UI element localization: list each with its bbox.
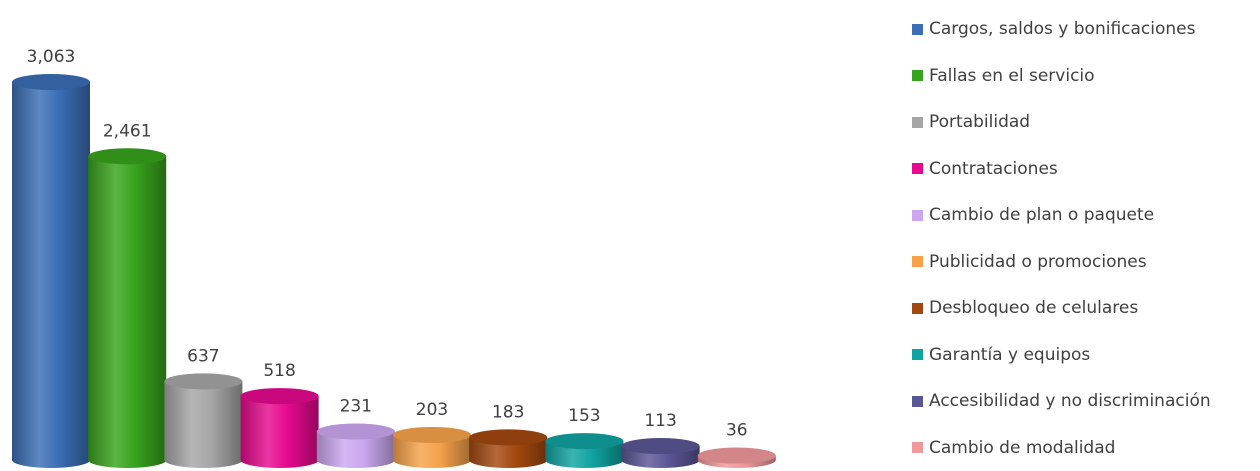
legend-item: Garantía y equipos <box>912 332 1211 379</box>
bar-10: 36 <box>697 421 776 468</box>
legend-label: Portabilidad <box>929 112 1031 133</box>
bar-body <box>469 437 548 468</box>
legend-swatch <box>912 116 923 128</box>
bar-9: 113 <box>621 411 700 468</box>
data-label: 2,461 <box>103 121 152 141</box>
legend-item: Accesibilidad y no discriminación <box>912 378 1211 425</box>
bar-top-cap <box>88 148 167 165</box>
cylinder-bar-chart: 3,063 2,461 637 518 231 203 183 153 113 36 <box>12 47 776 468</box>
legend-swatch <box>912 442 923 454</box>
bar-top-cap <box>164 373 243 390</box>
data-label: 203 <box>416 400 448 420</box>
legend-item: Cargos, saldos y bonificaciones <box>912 6 1211 53</box>
legend-label: Desbloqueo de celulares <box>929 298 1139 319</box>
bar-body <box>316 431 395 468</box>
data-label: 113 <box>644 411 676 431</box>
legend-swatch <box>912 23 923 35</box>
legend-swatch <box>912 163 923 175</box>
legend-item: Desbloqueo de celulares <box>912 285 1211 332</box>
legend-item: Cambio de modalidad <box>912 425 1211 471</box>
legend-swatch <box>912 70 923 82</box>
bar-body <box>88 156 167 468</box>
legend-swatch <box>912 302 923 314</box>
bar-top-cap <box>469 429 548 446</box>
data-label: 183 <box>492 402 524 422</box>
data-label: 36 <box>726 421 748 441</box>
legend-label: Publicidad o promociones <box>929 251 1147 272</box>
bar-5: 231 <box>316 396 395 468</box>
bar-6: 203 <box>393 400 471 468</box>
data-label: 231 <box>340 396 372 416</box>
legend-label: Garantía y equipos <box>929 344 1091 365</box>
bar-top-cap <box>12 74 90 90</box>
legend-label: Contrataciones <box>929 158 1058 179</box>
data-label: 637 <box>187 346 219 366</box>
bar-body <box>240 396 319 468</box>
legend-swatch <box>912 256 923 268</box>
bar-4: 518 <box>240 361 319 468</box>
bar-top-cap <box>393 426 471 443</box>
data-label: 153 <box>568 406 600 426</box>
legend-item: Cambio de plan o paquete <box>912 192 1211 239</box>
bar-top-cap <box>545 433 624 450</box>
bar-7: 183 <box>469 402 548 468</box>
bar-top-cap <box>621 438 700 455</box>
legend-item: Portabilidad <box>912 99 1211 146</box>
bar-8: 153 <box>545 406 624 468</box>
bar-top-cap <box>240 388 319 405</box>
legend-label: Cambio de modalidad <box>929 437 1116 458</box>
bar-2: 2,461 <box>88 121 167 468</box>
legend-item: Fallas en el servicio <box>912 53 1211 100</box>
chart-legend: Cargos, saldos y bonificaciones Fallas en… <box>912 6 1211 471</box>
data-label: 518 <box>263 361 295 381</box>
legend-swatch <box>912 349 923 361</box>
bar-1: 3,063 <box>12 47 90 468</box>
bar-3: 637 <box>164 346 243 468</box>
legend-label: Accesibilidad y no discriminación <box>929 391 1211 412</box>
bar-body <box>164 381 243 468</box>
legend-label: Cambio de plan o paquete <box>929 205 1155 226</box>
legend-item: Publicidad o promociones <box>912 239 1211 286</box>
legend-label: Cargos, saldos y bonificaciones <box>929 19 1196 40</box>
data-label: 3,063 <box>27 47 76 67</box>
legend-swatch <box>912 209 923 221</box>
bar-body <box>12 82 90 468</box>
bar-body <box>393 434 471 468</box>
legend-swatch <box>912 395 923 407</box>
legend-item: Contrataciones <box>912 146 1211 193</box>
legend-label: Fallas en el servicio <box>929 65 1095 86</box>
bar-top-cap <box>316 423 395 440</box>
bar-top-cap <box>697 447 776 464</box>
